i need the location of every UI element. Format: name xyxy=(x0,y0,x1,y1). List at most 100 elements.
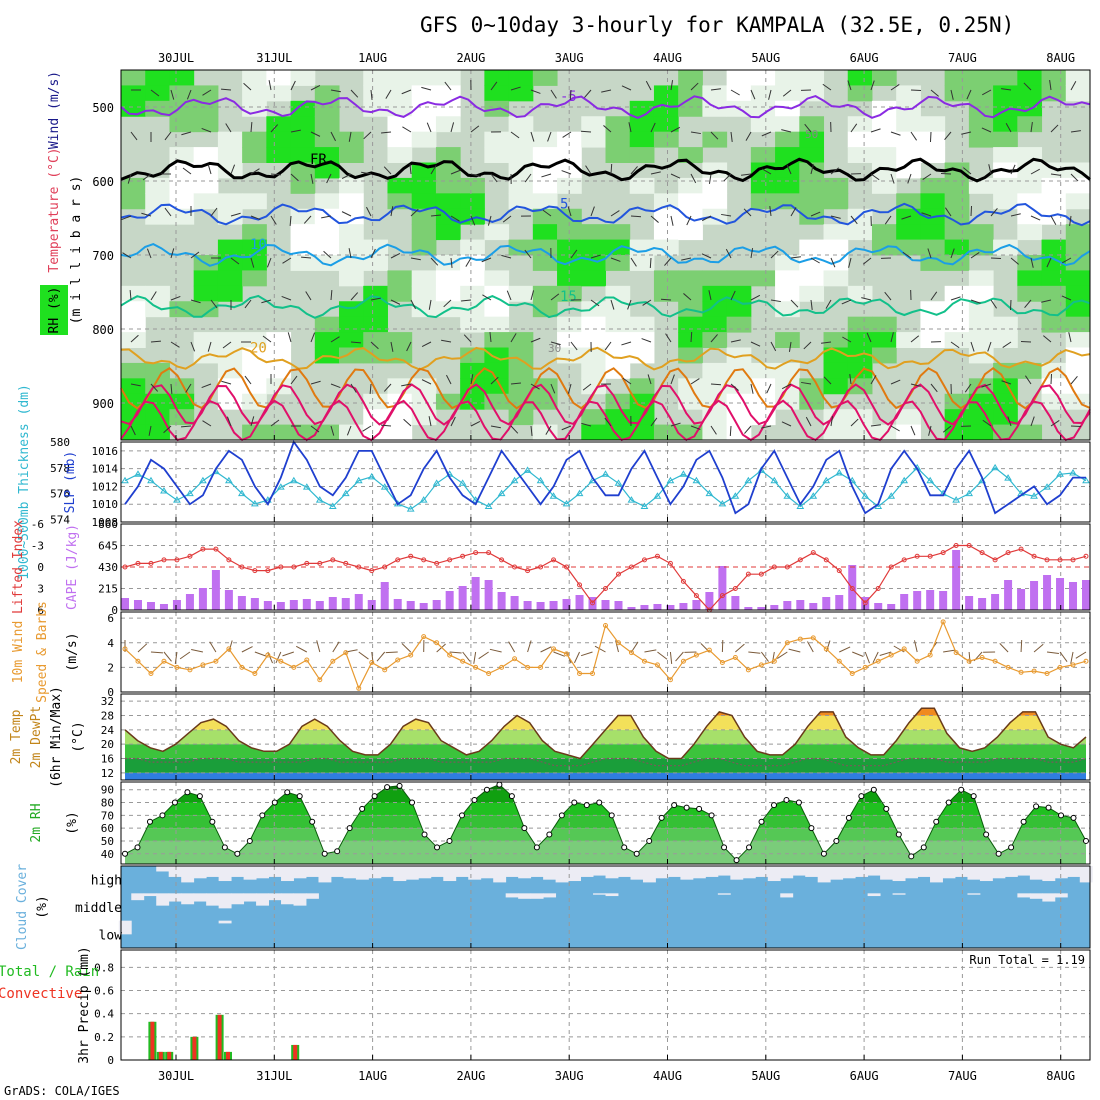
rh-cell xyxy=(629,100,655,117)
rh-cell xyxy=(484,316,510,333)
wind-barb xyxy=(961,131,972,135)
rh-cell xyxy=(217,193,243,210)
wind-barb xyxy=(510,333,517,343)
rh-tick-label: 80 xyxy=(101,797,114,810)
wind-barb xyxy=(163,425,172,434)
wind-barb xyxy=(470,374,474,385)
wind-barb xyxy=(1001,88,1012,91)
li-marker xyxy=(590,600,596,606)
rh-cell xyxy=(363,332,388,348)
rh-marker xyxy=(1083,837,1089,844)
rh-marker xyxy=(671,802,678,809)
thickness-marker xyxy=(432,479,441,486)
rh-cell xyxy=(242,332,267,348)
thickness-marker xyxy=(380,483,389,490)
li-marker xyxy=(628,564,634,570)
li-marker xyxy=(953,543,959,548)
wind-barb xyxy=(220,88,232,91)
wind-barb xyxy=(524,249,532,259)
thickness-marker xyxy=(250,499,259,507)
rh-cell xyxy=(145,193,170,210)
rh-cell xyxy=(1017,177,1043,194)
rh-cell xyxy=(411,224,437,241)
isotherm-20 xyxy=(120,346,1091,371)
rh-cell xyxy=(217,393,243,410)
wind-barb xyxy=(1024,299,1032,308)
thickness-marker xyxy=(822,476,831,484)
wind-barb xyxy=(849,374,852,385)
cloud-cell-high xyxy=(842,866,856,879)
wind-barb xyxy=(1043,335,1052,343)
wind-barb xyxy=(822,83,832,91)
wind-barb xyxy=(670,215,674,226)
rh-cell xyxy=(847,147,873,163)
rh-cell xyxy=(532,378,558,395)
wind-barb xyxy=(710,383,722,386)
ylabel-10m-wind: 10m Wind xyxy=(11,621,26,684)
ylabel-temp-line: 2m Temp xyxy=(9,709,24,764)
cape-bar xyxy=(458,586,467,610)
wind-speed-marker xyxy=(979,655,985,661)
wind-barb-10m xyxy=(174,651,178,664)
wind-barb xyxy=(761,131,772,137)
rh-cell xyxy=(121,177,146,194)
wind-barb xyxy=(942,425,952,433)
wind-barb xyxy=(590,206,595,217)
ylabel-2m-rh: 2m RH xyxy=(29,803,44,842)
wind-barb-10m xyxy=(760,651,769,662)
wind-speed-marker xyxy=(239,664,245,670)
cloud-cell-middle xyxy=(505,893,519,898)
wind-barb xyxy=(530,383,540,390)
wind-barb xyxy=(1005,123,1012,133)
wind-barb-10m xyxy=(282,651,294,657)
cloud-cell-middle xyxy=(305,893,319,899)
cape-bar xyxy=(900,594,909,610)
ylabel-total-rain: Total / Rain xyxy=(0,964,99,980)
wind-speed-marker xyxy=(551,646,557,652)
rh-cell xyxy=(944,177,970,194)
temp-tick-label: 16 xyxy=(101,753,114,766)
rh-cell xyxy=(193,301,219,318)
rh-cell xyxy=(532,301,558,318)
rh-cell xyxy=(1065,224,1091,241)
li-marker xyxy=(680,578,686,584)
wind-barb xyxy=(928,425,932,436)
rh-marker xyxy=(721,844,728,851)
rh-cell xyxy=(242,362,267,379)
rh-cell xyxy=(484,347,510,364)
rh-cell xyxy=(775,177,800,194)
wind-barb xyxy=(770,250,779,259)
wind-barb xyxy=(766,383,772,394)
wind-barb xyxy=(847,80,852,91)
wind-barb xyxy=(670,173,681,179)
thickness-marker xyxy=(1030,492,1038,499)
wind-barb xyxy=(964,383,972,393)
bottom-date-label: 4AUG xyxy=(653,1069,682,1083)
wind-barb xyxy=(1030,416,1035,427)
wind-barb xyxy=(370,297,381,301)
wind-barb xyxy=(1046,257,1052,268)
cloud-cell-middle xyxy=(892,893,906,895)
wind-speed-marker xyxy=(499,664,505,670)
rh-marker xyxy=(933,818,940,825)
wind-barb xyxy=(350,89,359,98)
cloud-cell-high xyxy=(780,866,794,879)
thickness-marker xyxy=(1056,470,1064,477)
rh-cell xyxy=(314,255,340,271)
rh-cell xyxy=(605,316,631,333)
wind-barb xyxy=(290,129,301,133)
thickness-marker xyxy=(666,476,675,484)
wind-barb xyxy=(821,341,832,344)
cape-tick-label: 0 xyxy=(111,604,118,617)
cape-bar xyxy=(991,594,1000,610)
wind-speed-marker xyxy=(577,671,583,677)
rh-cell xyxy=(726,316,752,333)
rh-cell xyxy=(435,193,461,210)
rh-cell xyxy=(871,162,897,179)
wind-barb-10m xyxy=(631,641,639,653)
wind-barb xyxy=(730,131,733,142)
rh-cell xyxy=(387,147,413,163)
wind-barb xyxy=(710,334,718,343)
wind-barb xyxy=(690,82,699,91)
wind-barb-10m xyxy=(968,651,971,664)
